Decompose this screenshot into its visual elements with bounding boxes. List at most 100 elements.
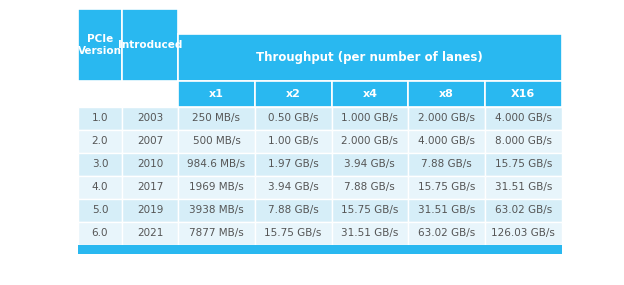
- FancyBboxPatch shape: [408, 222, 485, 245]
- Text: 5.0: 5.0: [92, 205, 108, 215]
- Text: 8.000 GB/s: 8.000 GB/s: [495, 136, 552, 146]
- Text: 3.94 GB/s: 3.94 GB/s: [268, 182, 319, 192]
- FancyBboxPatch shape: [331, 176, 408, 199]
- Text: 250 MB/s: 250 MB/s: [192, 113, 240, 123]
- FancyBboxPatch shape: [485, 199, 562, 222]
- FancyBboxPatch shape: [331, 222, 408, 245]
- Text: 1.000 GB/s: 1.000 GB/s: [341, 113, 398, 123]
- Text: 6.0: 6.0: [92, 228, 108, 238]
- Text: 7.88 GB/s: 7.88 GB/s: [421, 159, 472, 169]
- FancyBboxPatch shape: [178, 82, 255, 107]
- FancyBboxPatch shape: [331, 199, 408, 222]
- Text: 2007: 2007: [137, 136, 163, 146]
- Text: x1: x1: [209, 89, 224, 99]
- FancyBboxPatch shape: [122, 130, 178, 153]
- FancyBboxPatch shape: [178, 153, 255, 176]
- FancyBboxPatch shape: [78, 222, 122, 245]
- Text: 15.75 GB/s: 15.75 GB/s: [265, 228, 322, 238]
- FancyBboxPatch shape: [408, 153, 485, 176]
- Text: 1.0: 1.0: [92, 113, 108, 123]
- FancyBboxPatch shape: [485, 130, 562, 153]
- Text: 3.0: 3.0: [92, 159, 108, 169]
- FancyBboxPatch shape: [122, 153, 178, 176]
- FancyBboxPatch shape: [78, 9, 122, 82]
- Text: x2: x2: [286, 89, 301, 99]
- Text: 3938 MB/s: 3938 MB/s: [189, 205, 244, 215]
- FancyBboxPatch shape: [255, 107, 331, 130]
- FancyBboxPatch shape: [78, 153, 122, 176]
- FancyBboxPatch shape: [78, 130, 122, 153]
- FancyBboxPatch shape: [178, 176, 255, 199]
- FancyBboxPatch shape: [78, 199, 122, 222]
- FancyBboxPatch shape: [122, 107, 178, 130]
- FancyBboxPatch shape: [178, 130, 255, 153]
- Text: 0.50 GB/s: 0.50 GB/s: [268, 113, 318, 123]
- Text: Introduced: Introduced: [118, 40, 182, 50]
- FancyBboxPatch shape: [255, 82, 331, 107]
- Text: 1969 MB/s: 1969 MB/s: [189, 182, 244, 192]
- Text: 15.75 GB/s: 15.75 GB/s: [418, 182, 475, 192]
- FancyBboxPatch shape: [408, 176, 485, 199]
- FancyBboxPatch shape: [255, 222, 331, 245]
- Text: 2.0: 2.0: [92, 136, 108, 146]
- Text: X16: X16: [511, 89, 535, 99]
- Text: Throughput (per number of lanes): Throughput (per number of lanes): [256, 51, 483, 64]
- FancyBboxPatch shape: [78, 245, 562, 254]
- FancyBboxPatch shape: [255, 199, 331, 222]
- FancyBboxPatch shape: [178, 34, 562, 82]
- Text: 4.000 GB/s: 4.000 GB/s: [495, 113, 552, 123]
- FancyBboxPatch shape: [485, 82, 562, 107]
- Text: 2003: 2003: [137, 113, 163, 123]
- Text: 126.03 GB/s: 126.03 GB/s: [491, 228, 555, 238]
- Text: 63.02 GB/s: 63.02 GB/s: [495, 205, 552, 215]
- Text: 31.51 GB/s: 31.51 GB/s: [341, 228, 399, 238]
- Text: x4: x4: [363, 89, 378, 99]
- FancyBboxPatch shape: [485, 153, 562, 176]
- Text: 15.75 GB/s: 15.75 GB/s: [341, 205, 399, 215]
- Text: 31.51 GB/s: 31.51 GB/s: [495, 182, 552, 192]
- Text: 2010: 2010: [137, 159, 163, 169]
- FancyBboxPatch shape: [178, 222, 255, 245]
- FancyBboxPatch shape: [122, 199, 178, 222]
- Text: 2019: 2019: [137, 205, 163, 215]
- FancyBboxPatch shape: [178, 199, 255, 222]
- FancyBboxPatch shape: [122, 9, 178, 82]
- Text: 4.000 GB/s: 4.000 GB/s: [418, 136, 475, 146]
- FancyBboxPatch shape: [255, 130, 331, 153]
- Text: 500 MB/s: 500 MB/s: [193, 136, 240, 146]
- FancyBboxPatch shape: [408, 82, 485, 107]
- FancyBboxPatch shape: [78, 176, 122, 199]
- FancyBboxPatch shape: [178, 107, 255, 130]
- Text: 3.94 GB/s: 3.94 GB/s: [344, 159, 395, 169]
- Text: x8: x8: [439, 89, 454, 99]
- FancyBboxPatch shape: [331, 130, 408, 153]
- Text: 7877 MB/s: 7877 MB/s: [189, 228, 244, 238]
- Text: 1.00 GB/s: 1.00 GB/s: [268, 136, 318, 146]
- FancyBboxPatch shape: [255, 176, 331, 199]
- Text: 2021: 2021: [137, 228, 163, 238]
- Text: 984.6 MB/s: 984.6 MB/s: [187, 159, 246, 169]
- FancyBboxPatch shape: [122, 222, 178, 245]
- Text: 4.0: 4.0: [92, 182, 108, 192]
- FancyBboxPatch shape: [78, 107, 122, 130]
- Text: 15.75 GB/s: 15.75 GB/s: [495, 159, 552, 169]
- Text: PCIe
Version: PCIe Version: [78, 34, 122, 56]
- FancyBboxPatch shape: [255, 153, 331, 176]
- Text: 2.000 GB/s: 2.000 GB/s: [341, 136, 398, 146]
- FancyBboxPatch shape: [485, 176, 562, 199]
- FancyBboxPatch shape: [408, 107, 485, 130]
- FancyBboxPatch shape: [122, 176, 178, 199]
- FancyBboxPatch shape: [408, 130, 485, 153]
- Text: 7.88 GB/s: 7.88 GB/s: [344, 182, 395, 192]
- FancyBboxPatch shape: [331, 107, 408, 130]
- Text: 1.97 GB/s: 1.97 GB/s: [268, 159, 319, 169]
- Text: 2.000 GB/s: 2.000 GB/s: [418, 113, 475, 123]
- FancyBboxPatch shape: [485, 107, 562, 130]
- FancyBboxPatch shape: [408, 199, 485, 222]
- Text: 2017: 2017: [137, 182, 163, 192]
- FancyBboxPatch shape: [331, 82, 408, 107]
- FancyBboxPatch shape: [485, 222, 562, 245]
- Text: 7.88 GB/s: 7.88 GB/s: [268, 205, 319, 215]
- Text: 31.51 GB/s: 31.51 GB/s: [418, 205, 475, 215]
- Text: 63.02 GB/s: 63.02 GB/s: [418, 228, 475, 238]
